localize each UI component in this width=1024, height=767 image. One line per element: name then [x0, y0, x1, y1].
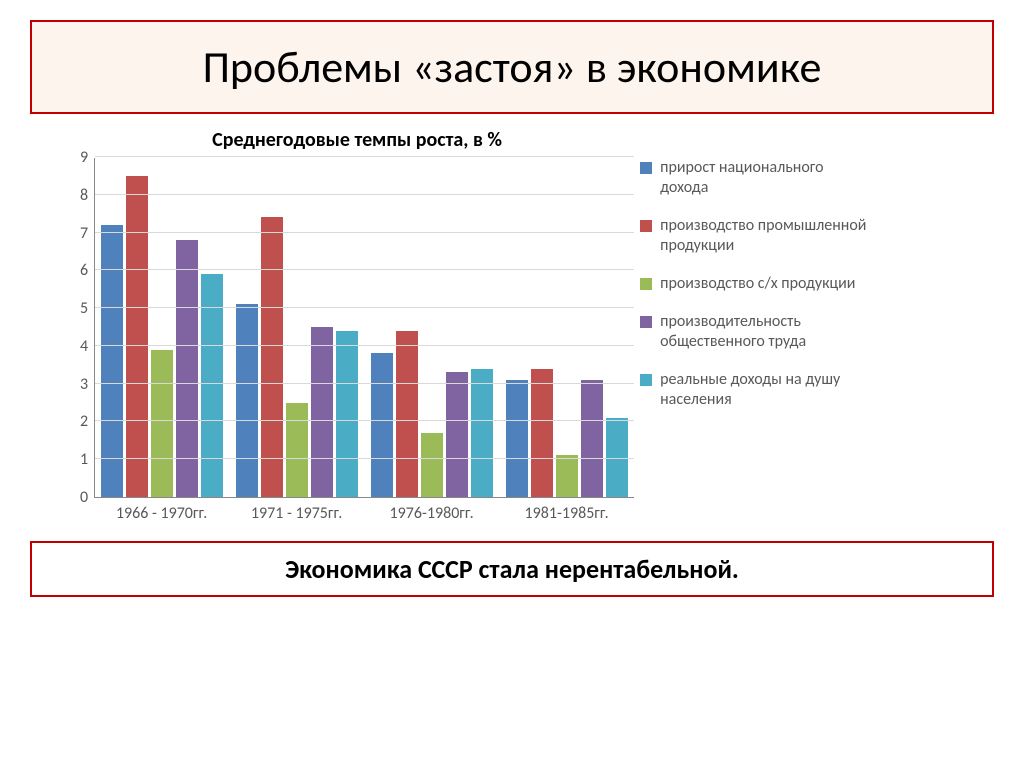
legend-item: реальные доходы на душу населения	[640, 370, 870, 410]
bar	[581, 380, 603, 497]
bar	[126, 176, 148, 497]
bar	[286, 403, 308, 497]
bar	[506, 380, 528, 497]
x-tick-label: 1971 - 1975гг.	[229, 504, 364, 523]
chart-title: Среднегодовые темпы роста, в %	[80, 128, 634, 152]
legend-item: прирост национального дохода	[640, 158, 870, 198]
grid-line	[95, 232, 634, 233]
legend-swatch	[640, 316, 652, 328]
legend-label: реальные доходы на душу населения	[660, 370, 870, 410]
legend-label: производство промышленной продукции	[660, 216, 870, 256]
x-tick-label: 1966 - 1970гг.	[94, 504, 229, 523]
grid-line	[95, 458, 634, 459]
page-title: Проблемы «застоя» в экономике	[60, 40, 964, 94]
x-axis-labels: 1966 - 1970гг.1971 - 1975гг.1976-1980гг.…	[94, 504, 634, 523]
bar	[371, 353, 393, 497]
grid-line	[95, 156, 634, 157]
bar	[261, 217, 283, 497]
grid-line	[95, 307, 634, 308]
bar	[101, 225, 123, 497]
legend-label: прирост национального дохода	[660, 158, 870, 198]
grid-line	[95, 383, 634, 384]
grid-line	[95, 345, 634, 346]
legend-swatch	[640, 374, 652, 386]
grid-line	[95, 194, 634, 195]
legend-swatch	[640, 220, 652, 232]
footer-text: Экономика СССР стала нерентабельной.	[50, 553, 974, 585]
bar	[396, 331, 418, 497]
chart-plot	[94, 158, 634, 498]
grid-line	[95, 269, 634, 270]
bar-groups	[95, 158, 634, 497]
bar	[531, 369, 553, 497]
bar	[446, 372, 468, 497]
legend-item: производство с/х продукции	[640, 274, 870, 294]
x-tick-label: 1981-1985гг.	[499, 504, 634, 523]
bar	[421, 433, 443, 497]
legend-label: производство с/х продукции	[660, 274, 855, 294]
bar	[471, 369, 493, 497]
bar-group	[371, 331, 493, 497]
legend: прирост национального дохода производство…	[640, 128, 870, 428]
bar-group	[506, 369, 628, 497]
grid-line	[95, 420, 634, 421]
chart-column: Среднегодовые темпы роста, в % 987654321…	[80, 128, 634, 523]
chart-area: Среднегодовые темпы роста, в % 987654321…	[30, 128, 994, 523]
x-tick-label: 1976-1980гг.	[364, 504, 499, 523]
legend-label: производительность общественного труда	[660, 312, 870, 352]
bar-group	[236, 217, 358, 497]
bar	[236, 304, 258, 497]
legend-item: производство промышленной продукции	[640, 216, 870, 256]
bar	[151, 350, 173, 497]
plot-wrap: 9876543210 1966 - 1970гг.1971 - 1975гг.1…	[80, 158, 634, 523]
legend-item: производительность общественного труда	[640, 312, 870, 352]
bar	[311, 327, 333, 497]
legend-swatch	[640, 278, 652, 290]
footer-box: Экономика СССР стала нерентабельной.	[30, 541, 994, 597]
legend-swatch	[640, 162, 652, 174]
title-box: Проблемы «застоя» в экономике	[30, 20, 994, 114]
bar-group	[101, 176, 223, 497]
bar	[556, 455, 578, 497]
y-axis: 9876543210	[80, 158, 94, 498]
bar	[336, 331, 358, 497]
